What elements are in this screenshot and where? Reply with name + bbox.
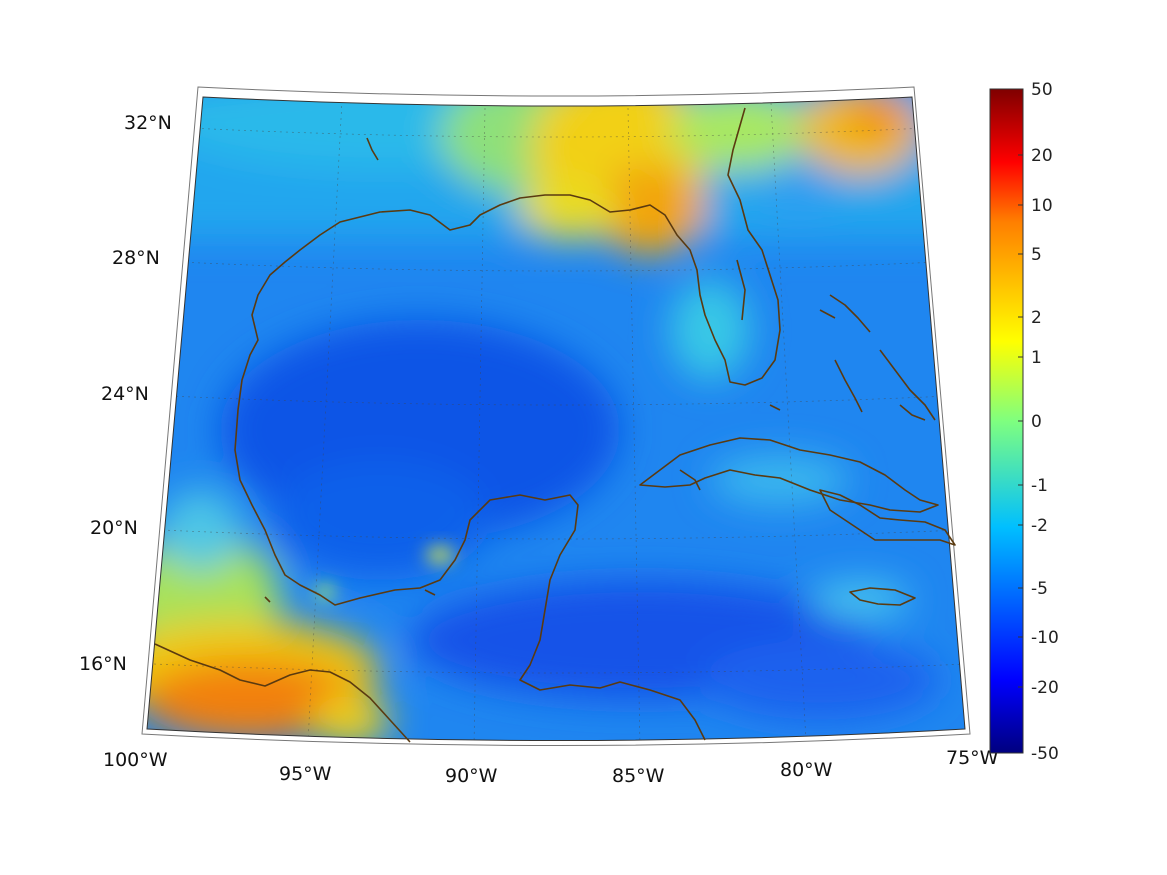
lat-label-16n: 16°N: [79, 653, 127, 675]
lat-label-20n: 20°N: [90, 517, 138, 539]
colorbar-tick-label: -5: [1031, 579, 1048, 599]
lon-label-90w: 90°W: [445, 765, 498, 787]
map-frame: [141, 86, 971, 746]
colorbar-tick-label: 50: [1031, 80, 1053, 100]
lon-label-95w: 95°W: [279, 763, 332, 785]
colorbar-tick-label: 5: [1031, 245, 1042, 265]
longitude-labels: 100°W 95°W 90°W 85°W 80°W 75°W: [103, 747, 999, 787]
colorbar-tick-label: 10: [1031, 196, 1053, 216]
latitude-labels: 32°N 28°N 24°N 20°N 16°N: [79, 112, 172, 675]
coastlines: [154, 107, 956, 743]
colorbar-tick-label: -20: [1031, 678, 1059, 698]
graticule: [153, 99, 965, 741]
lon-label-100w: 100°W: [103, 749, 168, 771]
lat-label-28n: 28°N: [112, 247, 160, 269]
lon-label-85w: 85°W: [612, 765, 665, 787]
colorbar-tick-label: 2: [1031, 308, 1042, 328]
colorbar-tick-label: -1: [1031, 476, 1048, 496]
lon-label-80w: 80°W: [780, 759, 833, 781]
colorbar-tick-label: -50: [1031, 744, 1059, 764]
lat-label-24n: 24°N: [101, 383, 149, 405]
colorbar-tick-label: -10: [1031, 628, 1059, 648]
lat-label-32n: 32°N: [124, 112, 172, 134]
colorbar-tick-label: 1: [1031, 348, 1042, 368]
colorbar-tick-label: 0: [1031, 412, 1042, 432]
lon-label-75w: 75°W: [946, 747, 999, 769]
colorbar-ramp: [989, 88, 1024, 754]
colorbar-tick-label: 20: [1031, 146, 1053, 166]
colorbar-tick-label: -2: [1031, 516, 1048, 536]
map-field: [147, 97, 965, 741]
